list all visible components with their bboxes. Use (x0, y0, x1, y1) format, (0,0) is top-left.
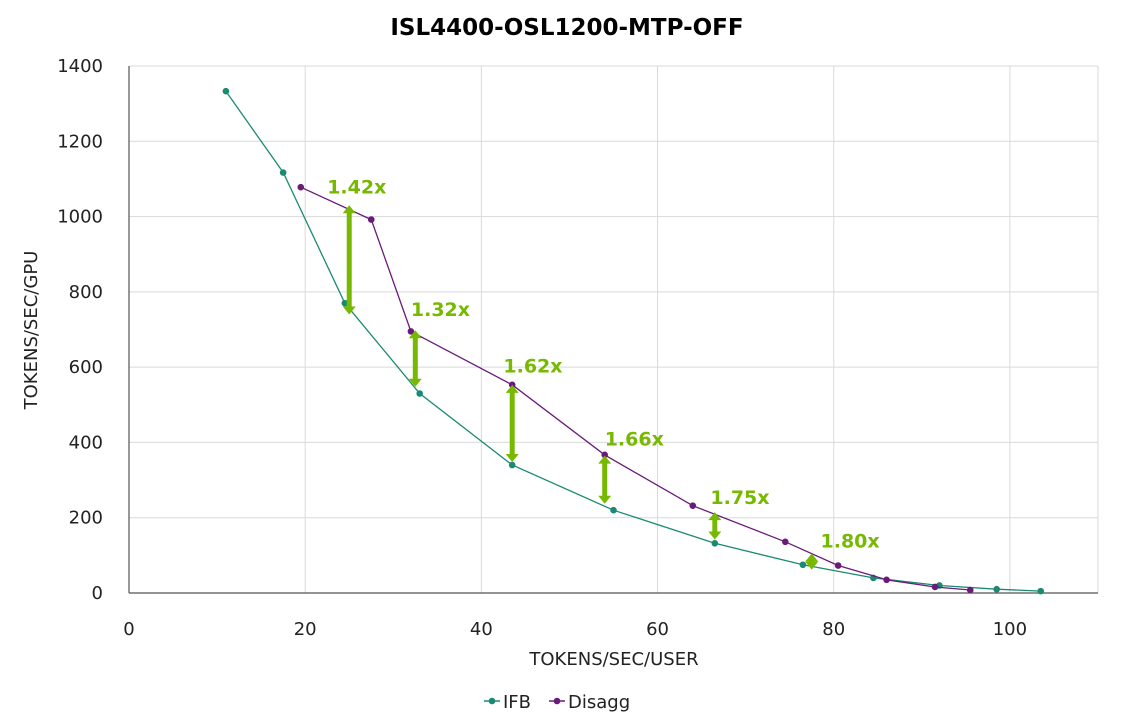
legend-item-ifb: IFB (484, 692, 531, 713)
speedup-label: 1.75x (710, 487, 769, 509)
speedup-arrow-head-top (805, 553, 819, 562)
speedup-arrow-head-top (505, 384, 519, 393)
y-tick-label: 1200 (57, 131, 103, 152)
y-tick-label: 200 (69, 508, 103, 529)
grid (129, 65, 1099, 593)
speedup-label: 1.62x (503, 355, 562, 377)
data-point-disagg (781, 538, 789, 546)
chart-title: ISL4400-OSL1200-MTP-OFF (390, 15, 743, 41)
data-point-ifb (279, 169, 287, 176)
speedup-label: 1.32x (411, 299, 470, 321)
data-point-ifb (799, 561, 807, 569)
data-point-ifb (1037, 587, 1045, 595)
speedup-annotation: 1.75x (708, 487, 770, 540)
x-tick-label: 20 (294, 619, 317, 640)
data-point-disagg (834, 562, 842, 569)
speedup-arrow-head-bottom (805, 561, 819, 570)
data-point-disagg (966, 586, 974, 594)
speedup-arrow-head-top (598, 455, 612, 464)
x-tick-label: 40 (470, 619, 493, 640)
series-disagg (297, 183, 974, 594)
speedup-arrow-head-bottom (342, 306, 356, 315)
data-point-ifb (610, 506, 617, 514)
data-point-disagg (407, 328, 415, 335)
speedup-label: 1.42x (327, 176, 386, 198)
x-tick-label: 100 (993, 619, 1027, 640)
y-tick-label: 600 (69, 357, 103, 378)
y-tick-label: 0 (92, 583, 103, 604)
data-point-disagg (367, 216, 375, 223)
axes (128, 66, 1098, 594)
data-point-disagg (689, 502, 697, 509)
x-tick-label: 80 (822, 619, 845, 640)
y-tick-label: 1400 (57, 56, 103, 77)
data-point-disagg (931, 583, 939, 591)
speedup-annotation: 1.62x (503, 355, 563, 463)
annotation-layer: 1.42x 1.32x 1.62x 1.66x 1.75x 1.80x (327, 176, 880, 570)
series-layer (222, 87, 1045, 595)
series-ifb (222, 87, 1045, 595)
data-point-disagg (601, 451, 608, 459)
legend: IFB Disagg (484, 692, 630, 713)
y-tick-label: 400 (69, 432, 103, 453)
speedup-annotation: 1.66x (598, 429, 664, 504)
speedup-arrow-head-top (408, 330, 422, 339)
speedup-arrow-head-top (708, 512, 722, 521)
speedup-label: 1.66x (605, 429, 664, 451)
data-point-ifb (416, 390, 424, 397)
speedup-arrow-head-bottom (505, 454, 519, 463)
data-point-ifb (711, 540, 719, 547)
x-axis-label: TOKENS/SEC/USER (528, 649, 698, 670)
series-line-ifb (225, 90, 1041, 592)
data-point-disagg (297, 183, 305, 191)
speedup-annotation: 1.80x (805, 530, 880, 570)
data-point-ifb (993, 585, 1000, 593)
speedup-arrow-head-top (342, 205, 356, 214)
speedup-arrow-head-bottom (598, 495, 612, 504)
x-tick-label: 60 (646, 619, 669, 640)
speedup-annotation: 1.32x (408, 299, 470, 387)
data-point-ifb (508, 461, 516, 469)
tick-labels: 0 200 400 600 800 1000 1200 1400 0 20 40 60 80 100 (57, 56, 1027, 640)
x-tick-label: 0 (123, 619, 134, 640)
legend-marker-ifb (488, 697, 496, 705)
data-point-ifb (341, 299, 349, 307)
y-tick-label: 1000 (57, 207, 103, 228)
data-point-ifb (222, 87, 230, 95)
legend-item-disagg: Disagg (549, 692, 630, 713)
speedup-label: 1.80x (821, 530, 880, 552)
data-point-disagg (883, 576, 890, 584)
y-axis-label: TOKENS/SEC/GPU (21, 251, 42, 411)
speedup-arrow-head-bottom (408, 378, 422, 387)
legend-label-ifb: IFB (503, 692, 531, 713)
legend-label-disagg: Disagg (568, 692, 630, 713)
y-tick-label: 800 (69, 282, 103, 303)
legend-marker-disagg (553, 697, 561, 705)
speedup-arrow-head-bottom (708, 531, 722, 540)
speedup-annotation: 1.42x (327, 176, 386, 315)
